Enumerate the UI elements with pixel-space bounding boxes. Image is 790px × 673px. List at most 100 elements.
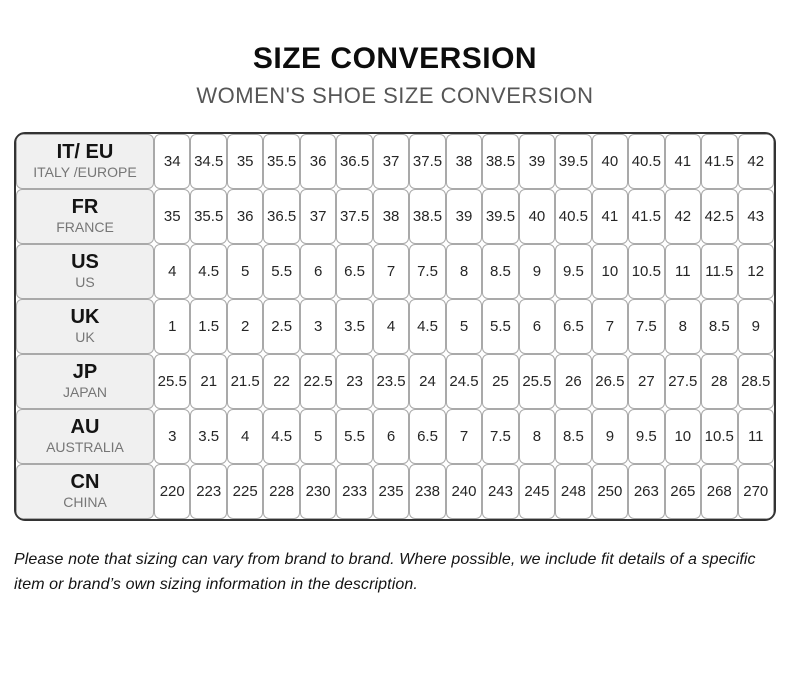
- table-row: CN CHINA 220 223 225 228 230 233 235 238 240 243 2…: [16, 464, 774, 519]
- size-value-cell: 225: [226, 464, 264, 519]
- size-value-cell: 233: [336, 464, 373, 519]
- size-value-cell: 37.5: [409, 134, 446, 189]
- size-value-cell: 41: [664, 134, 702, 189]
- row-country-code: FR: [71, 196, 99, 219]
- row-country-name: JAPAN: [62, 384, 108, 401]
- size-value-cell: 9: [591, 409, 629, 464]
- size-table-container: IT/ EU ITALY /EUROPE 34 34.5 35 35.5 36 36.5 3…: [14, 132, 776, 521]
- size-value-cell: 35: [226, 134, 264, 189]
- size-value-cell: 5.5: [336, 409, 373, 464]
- size-value-cell: 41.5: [701, 134, 738, 189]
- size-value-cell: 25.5: [518, 354, 556, 409]
- size-value-cell: 36: [226, 189, 264, 244]
- size-value-cell: 34: [154, 134, 191, 189]
- size-value-cell: 250: [591, 464, 629, 519]
- size-value-cell: 38.5: [409, 189, 446, 244]
- size-value-cell: 3.5: [190, 409, 227, 464]
- row-country-code: AU: [70, 416, 100, 439]
- size-value-cell: 21.5: [226, 354, 264, 409]
- size-value-cell: 240: [445, 464, 483, 519]
- size-value-cell: 1: [154, 299, 191, 354]
- size-value-cell: 265: [664, 464, 702, 519]
- size-value-cell: 4: [226, 409, 264, 464]
- size-value-cell: 35.5: [263, 134, 300, 189]
- size-value-cell: 243: [482, 464, 519, 519]
- size-value-cell: 6: [518, 299, 556, 354]
- size-value-cell: 230: [299, 464, 337, 519]
- size-value-cell: 268: [701, 464, 738, 519]
- size-value-cell: 5: [299, 409, 337, 464]
- size-value-cell: 36.5: [263, 189, 300, 244]
- size-value-cell: 22.5: [299, 354, 337, 409]
- size-value-cell: 41.5: [628, 189, 665, 244]
- size-value-cell: 6: [299, 244, 337, 299]
- size-value-cell: 42.5: [701, 189, 738, 244]
- size-value-cell: 8: [518, 409, 556, 464]
- size-value-cell: 22: [263, 354, 300, 409]
- row-country-name: ITALY /EUROPE: [33, 164, 137, 181]
- size-value-cell: 245: [518, 464, 556, 519]
- size-value-cell: 10: [591, 244, 629, 299]
- size-value-cell: 37.5: [336, 189, 373, 244]
- size-value-cell: 7: [372, 244, 410, 299]
- row-label-cell: UK UK: [16, 299, 154, 354]
- size-value-cell: 27.5: [664, 354, 702, 409]
- size-value-cell: 43: [737, 189, 774, 244]
- size-value-cell: 4.5: [190, 244, 227, 299]
- size-value-cell: 40: [591, 134, 629, 189]
- size-value-cell: 39.5: [555, 134, 592, 189]
- size-value-cell: 2.5: [263, 299, 300, 354]
- size-value-cell: 6.5: [409, 409, 446, 464]
- size-value-cell: 11: [664, 244, 702, 299]
- size-value-cell: 24.5: [445, 354, 483, 409]
- row-country-code: CN: [70, 471, 100, 494]
- size-value-cell: 25: [482, 354, 519, 409]
- page-subtitle: WOMEN'S SHOE SIZE CONVERSION: [196, 83, 594, 108]
- table-row: AU AUSTRALIA 3 3.5 4 4.5 5 5.5 6 6.5 7 7.5 8 8.5 9 9.…: [16, 409, 774, 464]
- size-value-cell: 228: [263, 464, 300, 519]
- size-value-cell: 4: [372, 299, 410, 354]
- size-value-cell: 220: [154, 464, 191, 519]
- row-country-name: CHINA: [63, 494, 107, 511]
- size-value-cell: 35.5: [190, 189, 227, 244]
- row-label-cell: IT/ EU ITALY /EUROPE: [16, 134, 154, 189]
- size-value-cell: 10.5: [628, 244, 665, 299]
- size-value-cell: 9: [518, 244, 556, 299]
- size-value-cell: 6.5: [336, 244, 373, 299]
- size-value-cell: 10: [664, 409, 702, 464]
- size-value-cell: 28: [701, 354, 738, 409]
- size-value-cell: 2: [226, 299, 264, 354]
- size-value-cell: 3: [299, 299, 337, 354]
- size-value-cell: 38: [445, 134, 483, 189]
- size-value-cell: 25.5: [154, 354, 191, 409]
- row-label-cell: CN CHINA: [16, 464, 154, 519]
- size-value-cell: 4.5: [409, 299, 446, 354]
- size-value-cell: 40: [518, 189, 556, 244]
- size-value-cell: 36.5: [336, 134, 373, 189]
- table-row: US US 4 4.5 5 5.5 6 6.5 7 7.5 8 8.5 9 9.5 10 10.5 11 11…: [16, 244, 774, 299]
- size-value-cell: 37: [372, 134, 410, 189]
- size-value-cell: 12: [737, 244, 774, 299]
- row-label-cell: US US: [16, 244, 154, 299]
- size-value-cell: 10.5: [701, 409, 738, 464]
- row-country-name: US: [75, 274, 95, 291]
- size-value-cell: 41: [591, 189, 629, 244]
- size-value-cell: 39.5: [482, 189, 519, 244]
- row-label-cell: AU AUSTRALIA: [16, 409, 154, 464]
- size-value-cell: 7.5: [482, 409, 519, 464]
- size-value-cell: 1.5: [190, 299, 227, 354]
- size-value-cell: 7.5: [628, 299, 665, 354]
- size-value-cell: 263: [628, 464, 665, 519]
- size-value-cell: 8: [445, 244, 483, 299]
- size-value-cell: 11: [737, 409, 774, 464]
- size-value-cell: 270: [737, 464, 774, 519]
- table-row: JP JAPAN 25.5 21 21.5 22 22.5 23 23.5 24 24.5 25 2…: [16, 354, 774, 409]
- size-value-cell: 34.5: [190, 134, 227, 189]
- size-value-cell: 238: [409, 464, 446, 519]
- size-value-cell: 5.5: [263, 244, 300, 299]
- size-value-cell: 37: [299, 189, 337, 244]
- size-value-cell: 9.5: [555, 244, 592, 299]
- size-value-cell: 39: [445, 189, 483, 244]
- row-label-cell: FR FRANCE: [16, 189, 154, 244]
- row-country-code: IT/ EU: [56, 141, 114, 164]
